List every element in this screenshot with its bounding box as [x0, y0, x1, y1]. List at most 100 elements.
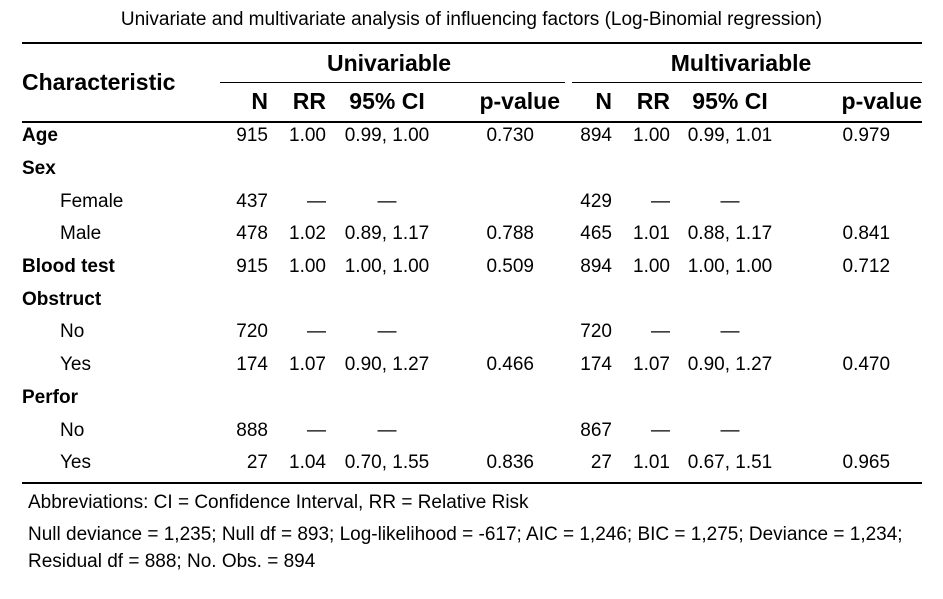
- table-cell: —: [720, 321, 740, 343]
- col-header-ci: 95% CI: [349, 87, 425, 114]
- table-title: Univariate and multivariate analysis of …: [120, 9, 823, 30]
- univariable-spanner-rule: [220, 82, 565, 83]
- row-label: Age: [22, 125, 58, 147]
- table-cell: [448, 414, 560, 447]
- header-rule: [22, 121, 922, 123]
- row-label: Sex: [22, 158, 56, 180]
- table-row: Blood test 915 1.00 1.00, 1.00 0.509 894 1.00 1…: [22, 251, 922, 284]
- table-cell: 429: [580, 190, 612, 212]
- table-cell: 0.788: [486, 223, 534, 245]
- table-cell: [268, 153, 326, 186]
- table-cell: —: [307, 419, 326, 441]
- table-cell: 1.00: [633, 125, 670, 147]
- table-cell: [448, 185, 560, 218]
- table-cell: 0.466: [486, 354, 534, 376]
- table-cell: —: [720, 419, 740, 441]
- table-cell: 174: [580, 354, 612, 376]
- table-cell: 0.70, 1.55: [344, 452, 430, 474]
- table-cell: 0.99, 1.00: [344, 125, 430, 147]
- multivariable-spanner-rule: [572, 82, 922, 83]
- table-row: No 720 — — 720 — —: [22, 316, 922, 349]
- table-cell: 0.99, 1.01: [687, 125, 773, 147]
- table-cell: [448, 382, 560, 415]
- table-cell: [670, 153, 790, 186]
- row-label: Yes: [60, 354, 91, 376]
- table-cell: 478: [236, 223, 268, 245]
- row-label: Blood test: [22, 256, 115, 278]
- table-cell: 888: [236, 419, 268, 441]
- table-cell: [218, 153, 268, 186]
- bottom-rule: [22, 482, 922, 484]
- row-label: Perfor: [22, 386, 78, 408]
- table-cell: [790, 283, 922, 316]
- table-cell: 1.01: [633, 223, 670, 245]
- table-cell: [218, 382, 268, 415]
- table-cell: —: [307, 190, 326, 212]
- table-cell: 0.730: [486, 125, 534, 147]
- table-cell: [448, 283, 560, 316]
- top-rule: [22, 42, 922, 44]
- table-cell: —: [651, 190, 670, 212]
- table-cell: [218, 283, 268, 316]
- table-row: Sex: [22, 153, 922, 186]
- table-cell: 720: [580, 321, 612, 343]
- table-cell: [268, 382, 326, 415]
- table-cell: 1.01: [633, 452, 670, 474]
- table-cell: [670, 382, 790, 415]
- col-header-pvalue: p-value: [479, 87, 560, 114]
- table-cell: [790, 185, 922, 218]
- table-cell: [326, 382, 448, 415]
- table-cell: 0.965: [842, 452, 891, 474]
- table-cell: 894: [580, 256, 612, 278]
- regression-table: Characteristic Univariable Multivariable…: [22, 44, 922, 480]
- table-cell: 1.07: [633, 354, 670, 376]
- table-cell: 1.00: [633, 256, 670, 278]
- table-cell: 0.67, 1.51: [687, 452, 773, 474]
- table-row: Yes 27 1.04 0.70, 1.55 0.836 27 1.01 0.67, 1.51…: [22, 447, 922, 480]
- table-cell: [612, 283, 670, 316]
- multivariable-group-header: Multivariable: [670, 49, 812, 76]
- col-header-n: N: [595, 87, 612, 114]
- table-cell: 720: [236, 321, 268, 343]
- table-cell: [268, 283, 326, 316]
- table-row: Obstruct: [22, 283, 922, 316]
- row-label: No: [60, 419, 85, 441]
- table-row: Yes 174 1.07 0.90, 1.27 0.466 174 1.07 0.90, 1.…: [22, 349, 922, 382]
- table-cell: 1.00, 1.00: [344, 256, 430, 278]
- table-cell: 0.88, 1.17: [687, 223, 773, 245]
- table-cell: [326, 153, 448, 186]
- table-cell: 1.04: [289, 452, 326, 474]
- row-label: No: [60, 321, 85, 343]
- col-header-ci: 95% CI: [692, 87, 768, 114]
- table-cell: [560, 283, 612, 316]
- table-cell: [560, 382, 612, 415]
- table-cell: 867: [580, 419, 612, 441]
- table-row: Male 478 1.02 0.89, 1.17 0.788 465 1.01 0.88, 1…: [22, 218, 922, 251]
- table-cell: [326, 283, 448, 316]
- table-cell: 1.00: [289, 125, 326, 147]
- table-cell: [790, 316, 922, 349]
- table-cell: [790, 414, 922, 447]
- table-cell: [790, 153, 922, 186]
- footnote-model-stats: Null deviance = 1,235; Null df = 893; Lo…: [28, 524, 903, 572]
- table-cell: —: [377, 321, 397, 343]
- table-cell: 0.509: [486, 256, 534, 278]
- table-row: Age 915 1.00 0.99, 1.00 0.730 894 1.00 0.99, 1.…: [22, 120, 922, 153]
- table-cell: 27: [590, 452, 612, 474]
- table-cell: —: [720, 190, 740, 212]
- table-cell: 0.712: [842, 256, 891, 278]
- univariable-group-header: Univariable: [327, 49, 451, 76]
- table-cell: —: [377, 190, 397, 212]
- table-cell: —: [377, 419, 397, 441]
- table-cell: 0.90, 1.27: [344, 354, 430, 376]
- table-cell: 1.07: [289, 354, 326, 376]
- table-cell: 0.841: [842, 223, 891, 245]
- table-row: Female 437 — — 429 — —: [22, 185, 922, 218]
- row-label: Male: [60, 223, 102, 245]
- table-cell: [560, 153, 612, 186]
- table-cell: 0.979: [842, 125, 891, 147]
- col-header-rr: RR: [292, 87, 326, 114]
- table-cell: 174: [236, 354, 268, 376]
- table-cell: [448, 153, 560, 186]
